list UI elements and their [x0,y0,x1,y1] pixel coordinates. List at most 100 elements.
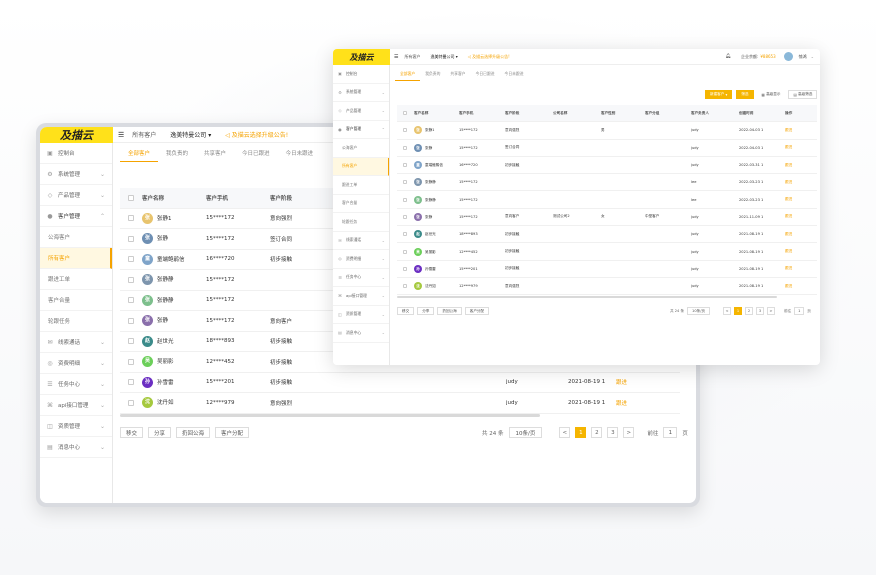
column-header[interactable]: 客户负责人 [691,111,739,116]
row-checkbox[interactable] [403,232,407,237]
cell-op[interactable]: 跟进 [785,197,817,202]
cell-op[interactable]: 跟进 [785,163,817,168]
row-checkbox[interactable] [128,276,134,283]
search-button[interactable]: 筛选 [736,90,754,99]
share-button[interactable]: 分享 [417,307,435,315]
assign-button[interactable]: 客户分配 [215,427,250,438]
logo[interactable]: 及描云 [40,127,113,143]
company-select[interactable]: 逸美特曼公司 ▾ [430,53,458,59]
row-checkbox[interactable] [403,163,407,168]
select-all-checkbox[interactable] [128,194,134,201]
column-header[interactable]: 客户阶段 [270,194,334,202]
cell-op[interactable]: 跟进 [785,232,817,237]
goto-input[interactable]: 1 [794,307,805,315]
table-row[interactable]: 孙孙雪雷 15****201 初步接触 judy 2021-08-19 1 跟进 [397,261,817,278]
follow-up-link[interactable]: 跟进 [785,231,793,236]
row-checkbox[interactable] [403,214,407,219]
table-row[interactable]: 沈沈丹如 12****979 意向强烈 judy 2021-08-19 1 跟进 [397,278,817,296]
logo[interactable]: 及描云 [333,49,390,65]
tab-not-followed-today[interactable]: 今日未跟进 [504,71,524,76]
tab-followed-today[interactable]: 今日已跟进 [475,71,495,76]
sidebar-item-all-customers[interactable]: 所有客户 [333,157,389,176]
table-row[interactable]: 沈沈丹如 12****979 意向强烈 judy 2021-08-19 1 跟进 [120,393,680,414]
transfer-button[interactable]: 移交 [397,307,415,315]
table-row[interactable]: 孙孙雪雷 15****201 初步接触 judy 2021-08-19 1 跟进 [120,373,680,393]
row-checkbox[interactable] [128,399,134,406]
horizontal-scrollbar[interactable] [397,296,777,298]
cell-op[interactable]: 跟进 [616,378,656,386]
cell-op[interactable]: 跟进 [785,180,817,185]
sidebar-item-tasks[interactable]: ☰ 任务中心 ⌄ [40,374,112,395]
sidebar-item-finance[interactable]: ◫ 资质管理 ⌄ [40,416,112,437]
row-checkbox[interactable] [403,128,407,133]
page-1-button[interactable]: 1 [575,427,587,438]
sidebar-item-public-customers[interactable]: 公海客户 [333,139,389,158]
tab-mine[interactable]: 我负责的 [425,71,441,76]
advanced-filter-button[interactable]: ▤ 高级筛选 [788,90,818,99]
row-checkbox[interactable] [128,297,134,303]
sidebar-item-api[interactable]: ⌘ api接口管理 ⌄ [333,287,389,306]
sidebar-item-dashboard[interactable]: ▣ 控制台 [333,65,389,84]
advanced-display-button[interactable]: ▦ 高级显示 [757,90,785,99]
sidebar-item-followup-orders[interactable]: 跟进工单 [40,269,112,290]
new-customer-button[interactable]: 新建客户 ▾ [705,90,733,99]
sidebar-item-customer-volume[interactable]: 客户合量 [40,290,112,311]
page-1-button[interactable]: 1 [734,307,743,315]
company-select[interactable]: 逸美特曼公司 ▾ [170,132,212,139]
sidebar-item-tasks[interactable]: ☰ 任务中心 ⌄ [333,269,389,287]
horizontal-scrollbar[interactable] [120,414,540,417]
page-3-button[interactable]: 3 [756,307,765,315]
column-header[interactable]: 客户手机 [459,111,505,116]
user-name[interactable]: 惊鸿 [798,53,807,59]
follow-up-link[interactable]: 跟进 [785,127,793,132]
sidebar-item-system[interactable]: ⚙ 系统管理 ⌄ [40,164,112,185]
sidebar-item-dashboard[interactable]: ▣ 控制台 [40,143,112,164]
column-header[interactable]: 客户阶段 [505,111,553,116]
row-checkbox[interactable] [128,338,134,344]
row-checkbox[interactable] [403,284,407,289]
row-checkbox[interactable] [403,197,407,202]
follow-up-link[interactable]: 跟进 [785,214,793,219]
row-checkbox[interactable] [128,215,134,221]
sidebar-item-finance[interactable]: ◫ 资质管理 ⌄ [333,306,389,324]
column-header[interactable]: 客户名称 [414,111,459,116]
row-checkbox[interactable] [128,235,134,242]
sidebar-item-messages[interactable]: ▤ 消息中心 ⌄ [333,324,389,343]
sidebar-item-fees[interactable]: ◎ 资费明细 ⌄ [40,353,112,374]
follow-up-link[interactable]: 跟进 [616,400,628,407]
follow-up-link[interactable]: 跟进 [785,266,793,271]
sidebar-item-public-customers[interactable]: 公海客户 [40,227,112,248]
sidebar-item-fees[interactable]: ◎ 资费明细 ⌄ [333,250,389,269]
follow-up-link[interactable]: 跟进 [616,380,628,387]
sidebar-item-product[interactable]: ◇ 产品管理 ⌄ [40,185,112,206]
goto-input[interactable]: 1 [663,427,678,438]
page-2-button[interactable]: 2 [591,427,603,438]
column-header[interactable]: 客户手机 [206,194,270,202]
tab-all-customers[interactable]: 全部客户 [120,149,159,162]
notice-link[interactable]: ◁ 及描云选择升级公告! [467,53,510,59]
row-checkbox[interactable] [128,256,134,262]
assign-button[interactable]: 客户分配 [464,307,490,315]
sidebar-item-customer[interactable]: ● 客户管理 ⌃ [40,206,112,227]
tab-all-customers[interactable]: 全部客户 [395,71,421,81]
sidebar-item-messages[interactable]: ▤ 消息中心 ⌄ [40,437,112,458]
column-header[interactable]: 操作 [785,111,817,116]
row-checkbox[interactable] [128,358,134,365]
chevron-down-icon[interactable]: ⌄ [810,54,814,59]
row-checkbox[interactable] [403,249,407,254]
page-3-button[interactable]: 3 [607,427,619,438]
follow-up-link[interactable]: 跟进 [785,162,793,167]
row-checkbox[interactable] [128,379,134,385]
page-size-select[interactable]: 10条/页 [508,427,543,438]
sidebar-item-followup-orders[interactable]: 跟进工单 [333,176,389,195]
column-header[interactable]: 公司名称 [553,111,601,116]
follow-up-link[interactable]: 跟进 [785,179,793,184]
sidebar-item-product[interactable]: ◇ 产品管理 ⌄ [333,102,389,121]
page-2-button[interactable]: 2 [745,307,754,315]
